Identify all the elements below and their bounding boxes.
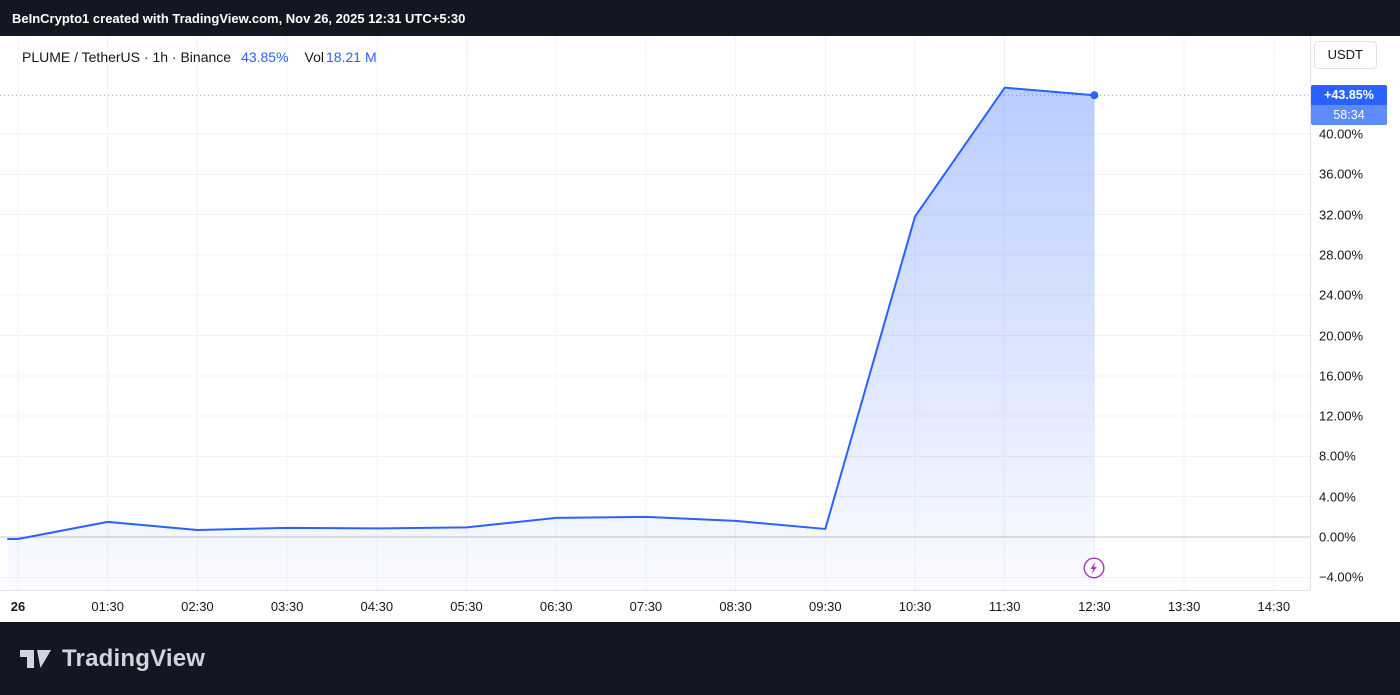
time-axis-label: 02:30 [181, 599, 214, 614]
attribution-text: BeInCrypto1 created with TradingView.com… [12, 10, 466, 26]
volume-value: 18.21 M [326, 49, 377, 65]
price-axis-label: 24.00% [1319, 287, 1364, 303]
symbol-legend: PLUME / TetherUS · 1h · Binance 43.85% Vol… [22, 49, 377, 65]
lightning-event-marker[interactable] [1083, 557, 1105, 579]
time-axis-label: 11:30 [988, 599, 1021, 614]
change-value: 43.85% [241, 49, 289, 65]
currency-toggle-button[interactable]: USDT [1313, 41, 1377, 69]
time-axis-label: 03:30 [270, 599, 304, 614]
price-axis-label: 12.00% [1319, 408, 1364, 424]
volume-label: Vol [304, 49, 325, 65]
last-price-change: +43.85% [1311, 85, 1387, 106]
price-axis-label: 32.00% [1319, 207, 1364, 223]
footer-bar: TradingView [0, 622, 1400, 695]
tradingview-logo-icon[interactable] [18, 646, 52, 672]
price-axis-label: 0.00% [1319, 529, 1356, 545]
time-axis-label: 10:30 [898, 599, 932, 614]
tradingview-brand-text[interactable]: TradingView [62, 644, 206, 672]
time-axis-label: 06:30 [539, 599, 573, 614]
chart-panel: PLUME / TetherUS · 1h · Binance 43.85% Vol… [0, 36, 1400, 622]
time-axis[interactable]: 26 01:30 02:30 03:30 04:30 05:30 06:30 07:30 08:… [0, 590, 1310, 622]
chart-plot-area[interactable] [0, 36, 1310, 590]
time-axis-label: 12:30 [1078, 599, 1111, 614]
chart-canvas[interactable] [0, 36, 1310, 590]
time-axis-label: 14:30 [1257, 599, 1291, 614]
time-axis-label: 04:30 [360, 599, 394, 614]
time-axis-label: 05:30 [450, 599, 483, 614]
price-axis-label: 28.00% [1319, 247, 1364, 263]
price-axis-label: 16.00% [1319, 368, 1364, 384]
price-axis-label: −4.00% [1319, 569, 1364, 585]
attribution-banner: BeInCrypto1 created with TradingView.com… [0, 0, 1400, 36]
price-axis-label: 8.00% [1319, 448, 1356, 464]
bar-countdown: 58:34 [1311, 105, 1387, 126]
time-axis-label: 09:30 [809, 599, 842, 614]
time-axis-label: 26 [10, 599, 26, 614]
last-price-badge: +43.85% 58:34 [1311, 85, 1387, 126]
symbol-title[interactable]: PLUME / TetherUS · 1h · Binance [22, 49, 232, 65]
price-axis[interactable]: +43.85% 58:34 40.00% 36.00% 32.00% 28.00% 24… [1310, 36, 1400, 590]
time-axis-label: 07:30 [629, 599, 663, 614]
price-axis-label: 4.00% [1319, 489, 1356, 505]
time-axis-label: 13:30 [1167, 599, 1201, 614]
price-axis-label: 20.00% [1319, 328, 1364, 343]
time-axis-label: 01:30 [91, 599, 124, 614]
price-axis-label: 40.00% [1319, 126, 1364, 142]
time-axis-label: 08:30 [719, 599, 752, 614]
price-axis-label: 36.00% [1319, 166, 1364, 182]
lightning-icon [1083, 557, 1105, 579]
